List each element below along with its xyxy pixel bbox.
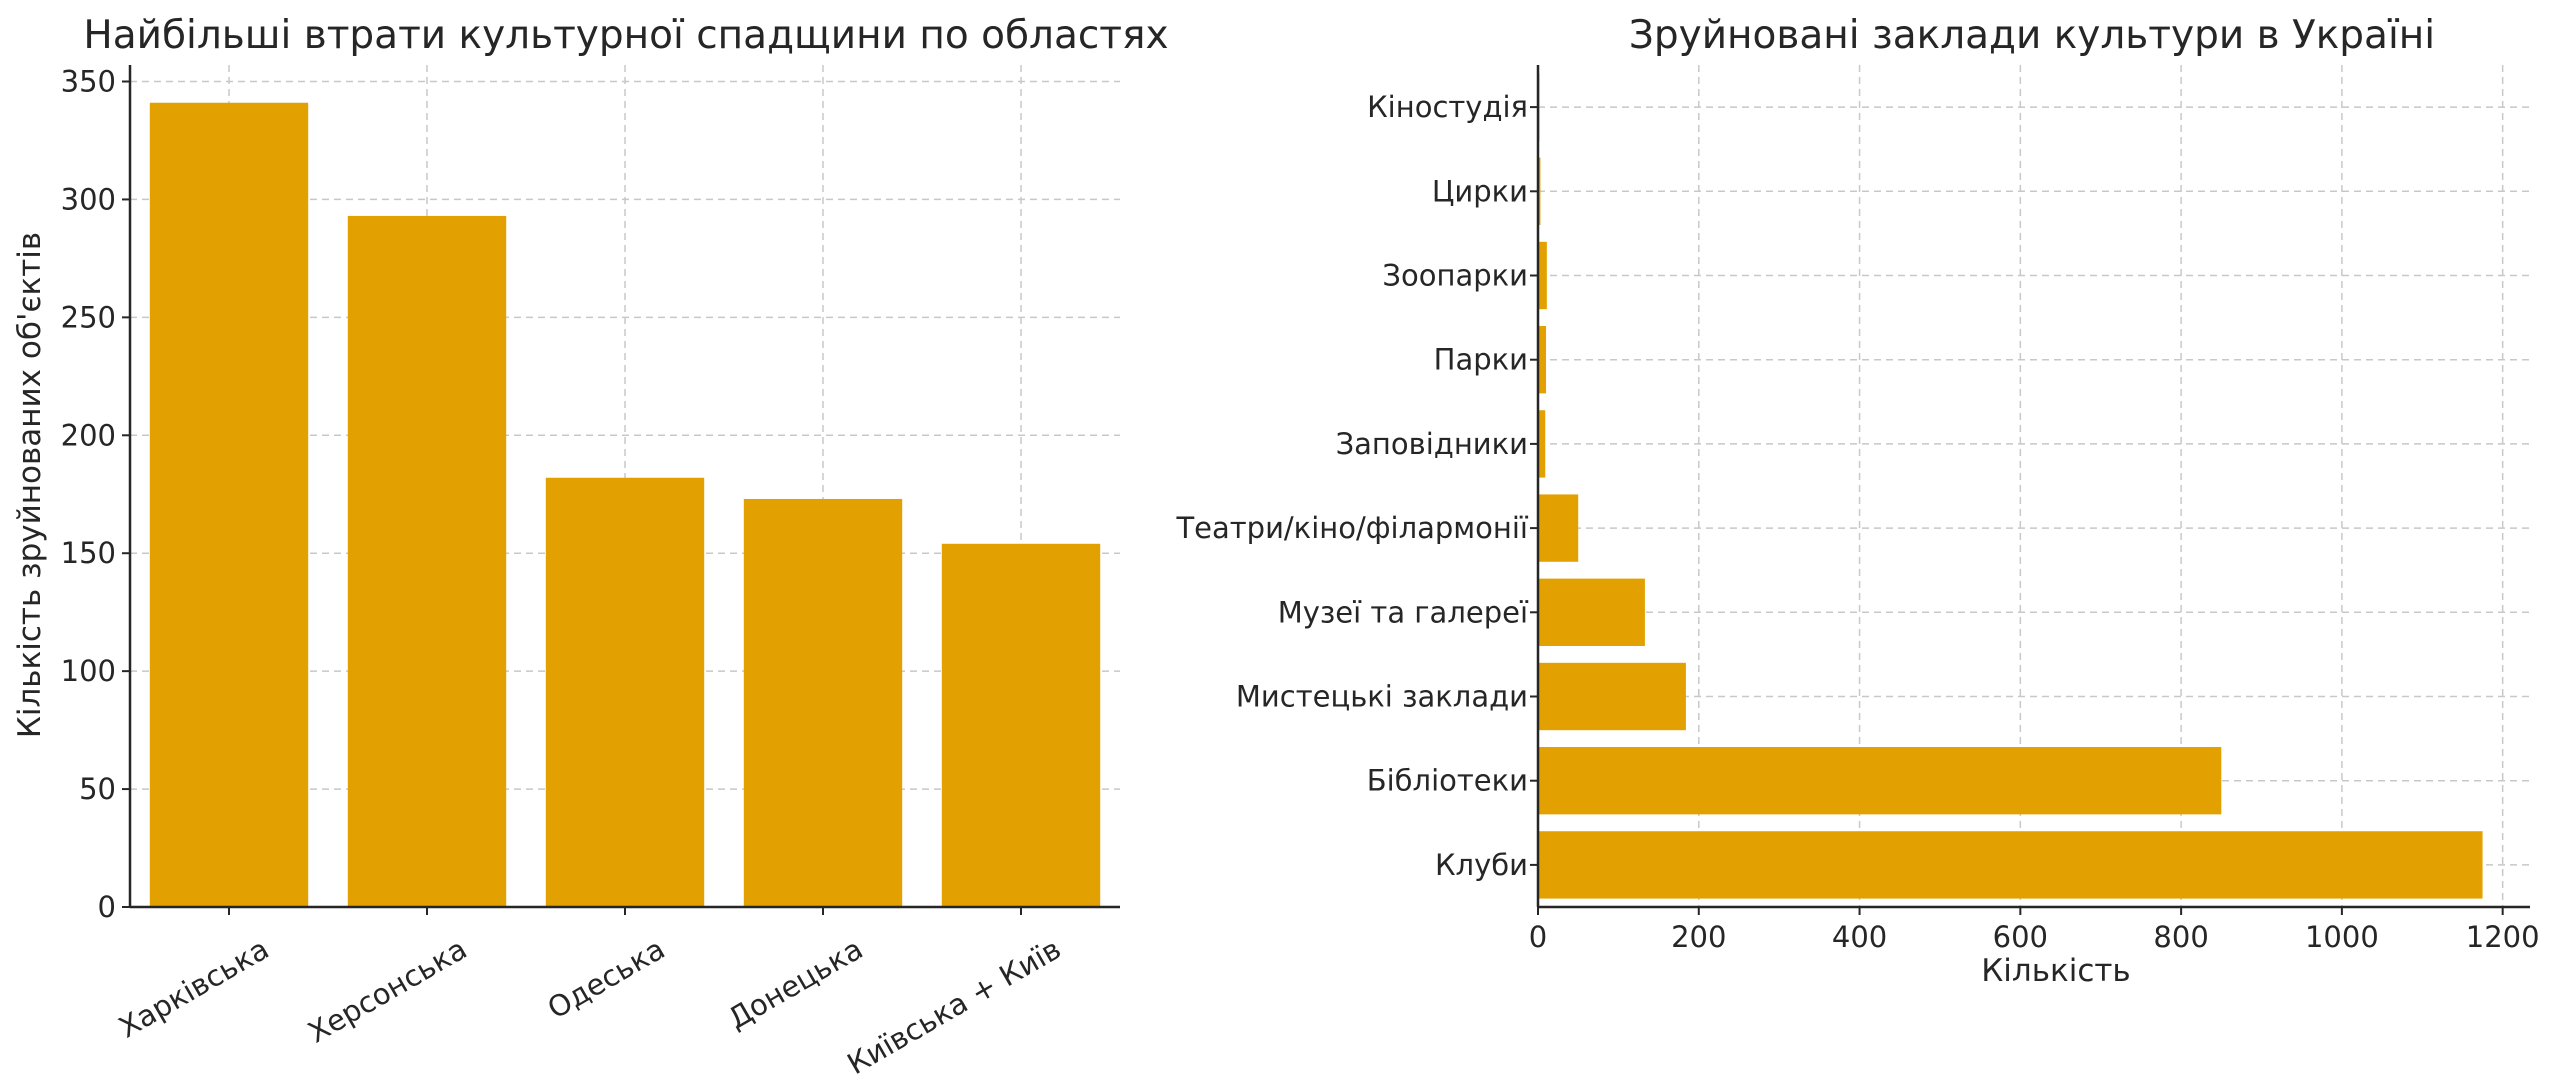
- y-tick-label: Клуби: [1435, 848, 1528, 882]
- y-tick-label: 350: [61, 65, 116, 99]
- chart-title: Найбільші втрати культурної спадщини по …: [83, 13, 1168, 58]
- x-tick-label: 200: [1671, 920, 1726, 954]
- y-tick-label: Мистецькі заклади: [1236, 680, 1528, 714]
- bar: [1538, 747, 2222, 815]
- y-tick-label: 50: [79, 772, 116, 806]
- y-tick-label: Театри/кіно/філармонії: [1175, 511, 1528, 545]
- bar: [1538, 831, 2483, 899]
- chart-facilities: Зруйновані заклади культури в Україні 0 2…: [1175, 13, 2539, 989]
- y-tick-label: Бібліотеки: [1367, 764, 1528, 798]
- y-tick-label: 100: [61, 654, 116, 688]
- chart-title: Зруйновані заклади культури в Україні: [1629, 13, 2435, 58]
- bar: [1538, 662, 1686, 731]
- bar: [1538, 326, 1547, 394]
- x-tick-label: Херсонська: [302, 932, 472, 1050]
- y-tick-label: Заповідники: [1336, 427, 1528, 461]
- x-tick-label: 400: [1832, 920, 1887, 954]
- x-tick-label: Одеська: [542, 932, 671, 1026]
- y-tick-label: Парки: [1434, 343, 1528, 377]
- y-tick-label: Зоопарки: [1382, 259, 1528, 293]
- chart-regions: Найбільші втрати культурної спадщини по …: [12, 13, 1169, 1081]
- tick-labels: 0 200 400 600 800 1000 1200 Клуби Бібліотеки Мист…: [1175, 90, 2539, 954]
- bar: [941, 543, 1101, 907]
- bar: [347, 215, 507, 907]
- y-tick-label: 300: [61, 182, 116, 216]
- bar: [149, 102, 309, 907]
- y-tick-label: Цирки: [1432, 174, 1528, 208]
- x-tick-label: 1000: [2305, 920, 2379, 954]
- x-tick-label: Донецька: [722, 932, 868, 1036]
- bars: [1538, 73, 2483, 899]
- bar: [743, 498, 903, 907]
- bar: [1538, 410, 1546, 478]
- x-tick-label: Харківська: [113, 932, 275, 1045]
- y-tick-label: Музеї та галереї: [1278, 595, 1529, 629]
- bars: [149, 102, 1101, 907]
- y-tick-label: 0: [98, 890, 116, 924]
- x-tick-label: 1200: [2466, 920, 2540, 954]
- y-tick-label: Кіностудія: [1367, 90, 1528, 124]
- bar: [545, 477, 705, 907]
- bar: [1538, 241, 1547, 310]
- axes: [1530, 65, 2530, 915]
- axes: [122, 65, 1120, 915]
- bar: [1538, 494, 1579, 562]
- y-tick-label: 250: [61, 300, 116, 334]
- y-axis-label: Кількість зруйнованих об'єктів: [12, 232, 48, 738]
- x-axis-label: Кількість: [1981, 953, 2130, 989]
- x-tick-label: Київська + Київ: [841, 932, 1066, 1082]
- bar: [1538, 578, 1645, 646]
- x-tick-label: 0: [1529, 920, 1547, 954]
- x-tick-label: 600: [1993, 920, 2048, 954]
- y-tick-label: 200: [61, 418, 116, 452]
- x-tick-label: 800: [2153, 920, 2208, 954]
- y-tick-label: 150: [61, 536, 116, 570]
